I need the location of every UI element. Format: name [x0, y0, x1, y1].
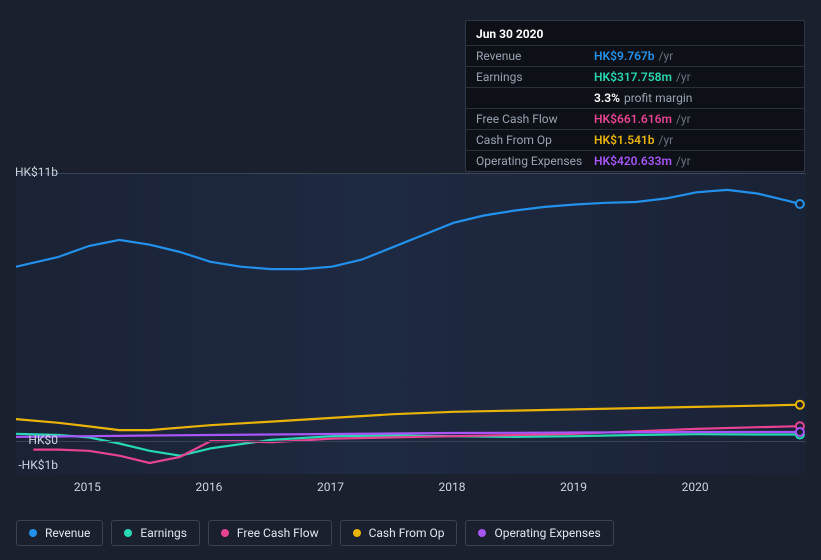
tooltip-row-margin: 3.3% profit margin [466, 87, 804, 108]
legend-item-label: Revenue [45, 526, 90, 540]
series-cfo [16, 405, 800, 430]
tooltip-row-label [476, 91, 594, 105]
tooltip-row-label: Operating Expenses [476, 154, 594, 168]
series-end-marker-revenue [796, 200, 804, 208]
tooltip-row-value: HK$1.541b [594, 133, 655, 147]
tooltip-margin-label: profit margin [624, 91, 692, 105]
tooltip-row-label: Cash From Op [476, 133, 594, 147]
legend-item-fcf[interactable]: Free Cash Flow [208, 520, 332, 546]
tooltip-row-value: 3.3% [594, 91, 620, 105]
legend-item-label: Operating Expenses [494, 526, 600, 540]
tooltip-row-label: Revenue [476, 49, 594, 63]
chart-plot-area[interactable] [16, 173, 806, 474]
tooltip-row-per: /yr [676, 70, 691, 84]
series-revenue [16, 190, 800, 269]
x-axis-label: 2018 [439, 480, 466, 494]
tooltip-row-per: /yr [659, 133, 674, 147]
chart-lines-svg [16, 174, 806, 474]
tooltip-row-value: HK$9.767b [594, 49, 655, 63]
tooltip-row-label: Free Cash Flow [476, 112, 594, 126]
legend-dot-icon [353, 529, 361, 537]
legend-item-opex[interactable]: Operating Expenses [465, 520, 613, 546]
tooltip-row-per: /yr [659, 49, 674, 63]
tooltip-row-value: HK$317.758m [594, 70, 672, 84]
series-end-marker-cfo [796, 401, 804, 409]
tooltip-row-label: Earnings [476, 70, 594, 84]
y-axis-label: -HK$1b [0, 458, 58, 472]
tooltip-row-value: HK$661.616m [594, 112, 672, 126]
tooltip-row-earnings: EarningsHK$317.758m/yr [466, 66, 804, 87]
x-axis-label: 2015 [74, 480, 101, 494]
legend-item-earnings[interactable]: Earnings [111, 520, 200, 546]
tooltip-row-value: HK$420.633m [594, 154, 672, 168]
series-end-marker-opex [796, 428, 804, 436]
tooltip-row-opex: Operating ExpensesHK$420.633m/yr [466, 150, 804, 171]
tooltip-row-per: /yr [676, 154, 691, 168]
x-axis-label: 2019 [560, 480, 587, 494]
y-axis-label: HK$0 [0, 433, 58, 447]
legend-item-cfo[interactable]: Cash From Op [340, 520, 458, 546]
chart-tooltip: Jun 30 2020 RevenueHK$9.767b/yrEarningsH… [465, 20, 805, 172]
legend-item-label: Earnings [140, 526, 187, 540]
x-axis-label: 2016 [195, 480, 222, 494]
legend-dot-icon [221, 529, 229, 537]
x-axis-label: 2020 [682, 480, 709, 494]
tooltip-row-fcf: Free Cash FlowHK$661.616m/yr [466, 108, 804, 129]
tooltip-row-per: /yr [676, 112, 691, 126]
tooltip-row-cfo: Cash From OpHK$1.541b/yr [466, 129, 804, 150]
legend-item-label: Cash From Op [369, 526, 445, 540]
legend-dot-icon [29, 529, 37, 537]
tooltip-date: Jun 30 2020 [466, 21, 804, 45]
tooltip-row-revenue: RevenueHK$9.767b/yr [466, 45, 804, 66]
x-axis-label: 2017 [317, 480, 344, 494]
y-axis-label: HK$11b [0, 165, 58, 179]
legend-dot-icon [124, 529, 132, 537]
legend-item-label: Free Cash Flow [237, 526, 319, 540]
legend-item-revenue[interactable]: Revenue [16, 520, 103, 546]
chart-zero-line [16, 441, 806, 442]
chart-legend: Revenue Earnings Free Cash Flow Cash From O… [16, 520, 614, 546]
legend-dot-icon [478, 529, 486, 537]
